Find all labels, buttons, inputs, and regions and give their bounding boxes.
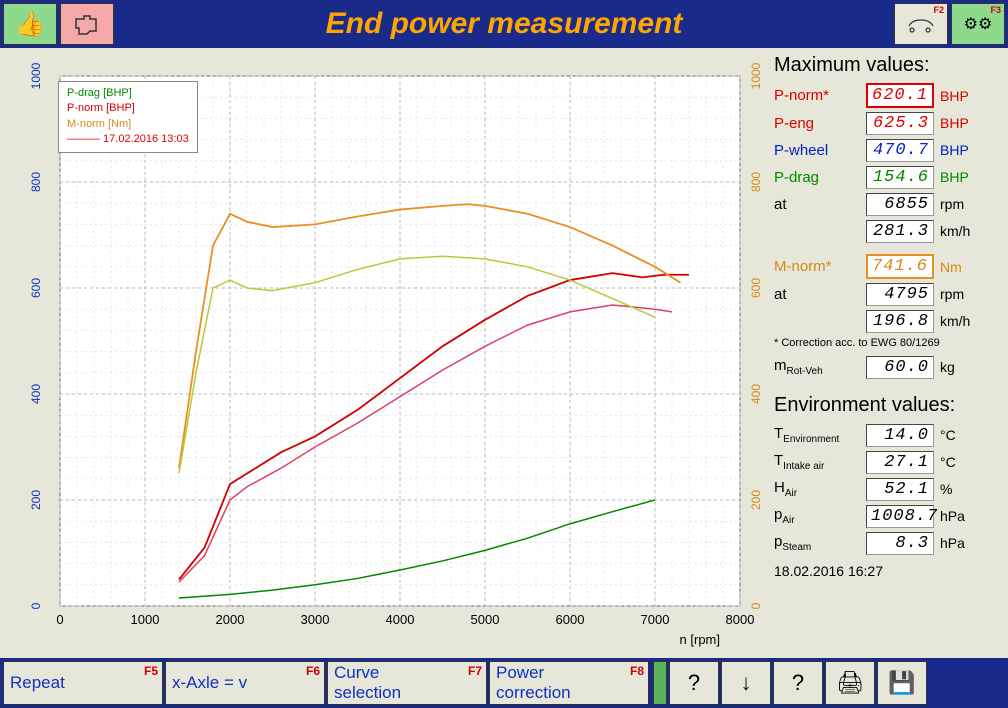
svg-text:7000: 7000 xyxy=(641,612,670,627)
x-axle-v-button[interactable]: F6x-Axle = v xyxy=(165,661,325,705)
chart-area: 0 1000 2000 3000 4000 5000 6000 7000 8000 0 0 200 20… xyxy=(0,48,770,658)
car-icon xyxy=(906,14,936,34)
value-row: P-eng 625.3 BHP xyxy=(774,111,990,135)
svg-text:1000: 1000 xyxy=(749,62,763,89)
svg-text:600: 600 xyxy=(749,278,763,298)
side-panel: Maximum values: P-norm* 620.1 BHP P-eng 6… xyxy=(770,48,998,658)
value-row: M-norm* 741.6 Nm xyxy=(774,254,990,279)
help-button[interactable]: ? xyxy=(669,661,719,705)
value-row: pSteam 8.3 hPa xyxy=(774,531,990,555)
env-values-title: Environment values: xyxy=(774,394,990,417)
svg-text:800: 800 xyxy=(749,172,763,192)
engine-icon xyxy=(72,13,102,35)
svg-text:200: 200 xyxy=(749,490,763,510)
svg-text:n [rpm]: n [rpm] xyxy=(680,632,720,647)
chart-legend: P-drag [BHP]P-norm [BHP]M-norm [Nm]——— 1… xyxy=(58,81,198,153)
timestamp: 18.02.2016 16:27 xyxy=(774,563,990,579)
page-title: End power measurement xyxy=(117,7,891,41)
bottombar: F5RepeatF6x-Axle = vF7Curve selectionF8P… xyxy=(0,658,1008,708)
down-button[interactable]: ↓ xyxy=(721,661,771,705)
m-rot-value: 60.0 xyxy=(866,356,934,379)
svg-text:4000: 4000 xyxy=(386,612,415,627)
svg-text:1000: 1000 xyxy=(131,612,160,627)
svg-text:5000: 5000 xyxy=(471,612,500,627)
svg-text:2000: 2000 xyxy=(216,612,245,627)
link-icon: ⚙⚙ xyxy=(964,14,993,34)
svg-text:600: 600 xyxy=(29,278,43,298)
ok-thumb-button[interactable]: 👍 xyxy=(3,3,57,45)
info-button[interactable]: ? xyxy=(773,661,823,705)
main-content: 0 1000 2000 3000 4000 5000 6000 7000 8000 0 0 200 20… xyxy=(0,48,1008,658)
svg-text:0: 0 xyxy=(56,612,63,627)
m-rot-row: mRot-Veh 60.0 kg xyxy=(774,355,990,379)
engine-button[interactable] xyxy=(60,3,114,45)
value-row: pAir 1008.7 hPa xyxy=(774,504,990,528)
value-row: at 4795 rpm xyxy=(774,282,990,306)
value-row: 281.3 km/h xyxy=(774,219,990,243)
svg-text:400: 400 xyxy=(749,384,763,404)
svg-text:400: 400 xyxy=(29,384,43,404)
curve-selection-button[interactable]: F7Curve selection xyxy=(327,661,487,705)
svg-text:3000: 3000 xyxy=(301,612,330,627)
car-button[interactable]: F2 xyxy=(894,3,948,45)
save-button[interactable]: 💾 xyxy=(877,661,927,705)
titlebar: 👍 End power measurement F2 F3 ⚙⚙ xyxy=(0,0,1008,48)
value-row: HAir 52.1 % xyxy=(774,477,990,501)
svg-text:0: 0 xyxy=(749,602,763,609)
power-correction-button[interactable]: F8Power correction xyxy=(489,661,649,705)
progress-indicator xyxy=(653,661,667,705)
value-row: TEnvironment 14.0 °C xyxy=(774,423,990,447)
print-button[interactable]: 🖨 xyxy=(825,661,875,705)
svg-text:200: 200 xyxy=(29,490,43,510)
value-row: at 6855 rpm xyxy=(774,192,990,216)
value-row: 196.8 km/h xyxy=(774,309,990,333)
svg-text:8000: 8000 xyxy=(726,612,755,627)
svg-text:6000: 6000 xyxy=(556,612,585,627)
max-values-title: Maximum values: xyxy=(774,54,990,77)
correction-footnote: * Correction acc. to EWG 80/1269 xyxy=(774,337,990,349)
svg-text:0: 0 xyxy=(29,602,43,609)
settings-button[interactable]: F3 ⚙⚙ xyxy=(951,3,1005,45)
value-row: P-norm* 620.1 BHP xyxy=(774,83,990,108)
svg-text:800: 800 xyxy=(29,172,43,192)
repeat-button[interactable]: F5Repeat xyxy=(3,661,163,705)
value-row: P-drag 154.6 BHP xyxy=(774,165,990,189)
svg-text:1000: 1000 xyxy=(29,62,43,89)
value-row: TIntake air 27.1 °C xyxy=(774,450,990,474)
value-row: P-wheel 470.7 BHP xyxy=(774,138,990,162)
